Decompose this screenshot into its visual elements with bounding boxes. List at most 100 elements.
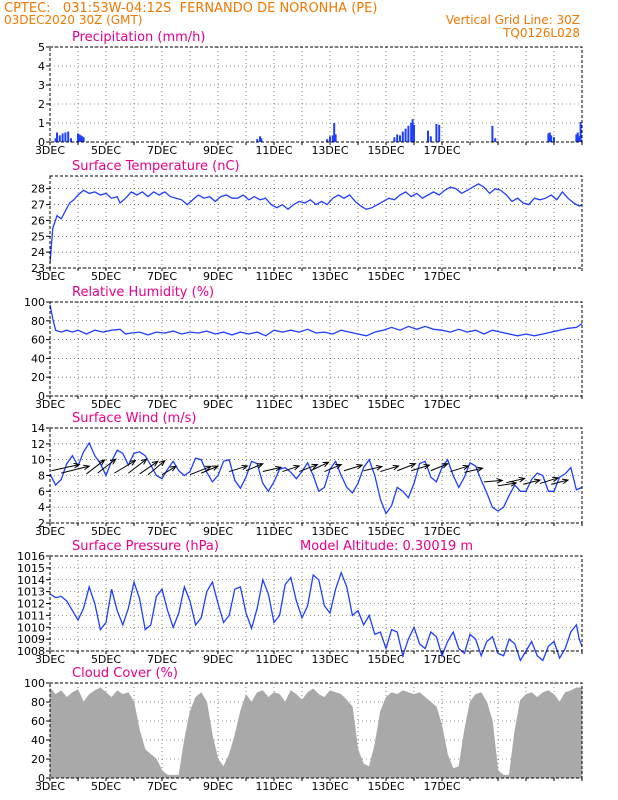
wind-xtick-label: 17DEC [423, 525, 460, 538]
wind-wind-arrowhead [533, 478, 542, 485]
precipitation-bar [334, 134, 337, 142]
wind-wind-arrowhead [73, 462, 81, 469]
precipitation-ytick-label: 4 [38, 60, 45, 73]
wind-xtick-label: 15DEC [367, 525, 404, 538]
wind-xtick-label: 5DEC [91, 525, 121, 538]
precipitation-bar [78, 134, 81, 142]
wind-wind-arrowhead [169, 465, 178, 472]
header-grid-line: Vertical Grid Line: 30Z [446, 13, 580, 27]
wind-wind-arrow [114, 460, 136, 474]
wind-wind-arrow [450, 465, 469, 473]
precipitation-bar [491, 125, 494, 142]
precipitation-bar [413, 124, 415, 142]
precipitation-bar [438, 124, 441, 142]
cloud-cover-xtick-label: 9DEC [203, 780, 233, 793]
wind-wind-arrow [128, 458, 147, 474]
wind-wind-arrowhead [151, 460, 159, 467]
wind-wind-arrowhead [423, 464, 431, 470]
cloud-cover-title: Cloud Cover (%) [72, 666, 178, 681]
precipitation-bar [260, 138, 263, 142]
precipitation-bar [578, 136, 581, 142]
wind-wind-arrowhead [518, 476, 526, 483]
wind-wind-arrow [97, 458, 117, 474]
pressure-ytick-label: 1008 [17, 645, 45, 658]
temperature-ytick-label: 28 [31, 183, 45, 196]
pressure-xtick-label: 3DEC [35, 653, 65, 666]
cloud-cover-ytick-label: 100 [24, 677, 45, 690]
precipitation-bar [79, 135, 82, 142]
humidity-xtick-label: 9DEC [203, 398, 233, 411]
temperature-ytick-label: 26 [31, 214, 45, 227]
temperature-panel: 23 24 25 26 27 28 3DEC 5DEC 7DEC 9DEC 11DEC 13DEC 15… [31, 159, 583, 283]
precipitation-bar [333, 123, 336, 142]
temperature-xtick-label: 3DEC [35, 270, 65, 283]
pressure-ytick-label: 1016 [17, 550, 45, 563]
precipitation-panel: 0 1 2 3 4 5 3DEC 5DEC 7DEC 9DEC 11DEC 13DEC 15DEC 17D… [35, 30, 583, 157]
humidity-ytick-label: 40 [31, 352, 45, 365]
precipitation-bar [576, 132, 579, 142]
humidity-ytick-label: 100 [24, 296, 45, 309]
pressure-xtick-label: 13DEC [311, 653, 348, 666]
wind-wind-arrow [282, 465, 300, 473]
cloud-cover-ytick-label: 80 [31, 696, 45, 709]
precipitation-ytick-label: 2 [38, 98, 45, 111]
precipitation-bar [77, 133, 79, 142]
precipitation-bar [64, 132, 67, 142]
precipitation-bar [329, 136, 331, 142]
precipitation-ytick-label: 3 [38, 79, 45, 92]
temperature-xtick-label: 9DEC [203, 270, 233, 283]
wind-xtick-label: 11DEC [255, 525, 292, 538]
precipitation-xtick-label: 13DEC [311, 144, 348, 157]
precipitation-bar [547, 133, 550, 142]
wind-wind-arrow [497, 482, 517, 487]
wind-wind-arrow [262, 466, 282, 473]
wind-wind-arrowhead [211, 465, 220, 471]
pressure-title: Surface Pressure (hPa) [72, 539, 219, 554]
wind-frame [49, 427, 583, 524]
wind-ytick-label: 10 [31, 454, 45, 467]
wind-wind-arrowhead [256, 463, 264, 469]
cloud-cover-ytick-label: 40 [31, 734, 45, 747]
wind-ytick-label: 8 [38, 470, 45, 483]
precipitation-bar [58, 135, 61, 142]
wind-wind-arrow [483, 479, 503, 483]
wind-ytick-label: 2 [38, 517, 45, 530]
humidity-xtick-label: 15DEC [367, 398, 404, 411]
temperature-xtick-label: 11DEC [255, 270, 292, 283]
wind-wind-arrowhead [83, 464, 91, 471]
wind-wind-arrow [430, 463, 448, 472]
wind-wind-arrowhead [476, 466, 484, 473]
wind-wind-arrowhead [510, 481, 518, 487]
wind-wind-arrowhead [561, 478, 570, 485]
humidity-frame [49, 301, 583, 397]
pressure-annotation: Model Altitude: 0.30019 m [300, 539, 473, 554]
temperature-title: Surface Temperature (nC) [72, 159, 240, 174]
humidity-xtick-label: 3DEC [35, 398, 65, 411]
wind-xtick-label: 7DEC [147, 525, 177, 538]
precipitation-bar [427, 130, 429, 142]
precipitation-bar [256, 139, 259, 142]
wind-wind-arrow [139, 460, 159, 475]
cloud-cover-xtick-label: 17DEC [423, 780, 460, 793]
cloud-cover-xtick-label: 11DEC [255, 780, 292, 793]
humidity-ytick-label: 20 [31, 371, 45, 384]
humidity-xtick-label: 5DEC [91, 398, 121, 411]
wind-wind-arrowhead [496, 478, 504, 484]
cloud-cover-ytick-label: 20 [31, 753, 45, 766]
wind-panel: 2 4 6 8 10 12 14 3DEC 5DEC 7DEC 9DEC 11DEC 13DEC 15DE… [31, 411, 583, 538]
wind-wind-arrow [411, 464, 430, 472]
precipitation-bar [331, 135, 334, 142]
header-model-id: TQ0126L028 [502, 26, 580, 40]
precipitation-bar [70, 138, 72, 142]
wind-wind-arrowhead [356, 464, 364, 470]
wind-wind-arrowhead [98, 459, 106, 466]
temperature-ytick-label: 27 [31, 199, 45, 212]
wind-wind-arrow [299, 464, 318, 473]
pressure-ytick-label: 1010 [17, 621, 45, 634]
wind-wind-arrowhead [552, 476, 560, 483]
pressure-ytick-label: 1013 [17, 586, 45, 599]
wind-wind-arrowhead [140, 458, 148, 465]
precipitation-xtick-label: 9DEC [203, 144, 233, 157]
precipitation-title: Precipitation (mm/h) [72, 30, 205, 45]
precipitation-ytick-label: 1 [38, 117, 45, 130]
